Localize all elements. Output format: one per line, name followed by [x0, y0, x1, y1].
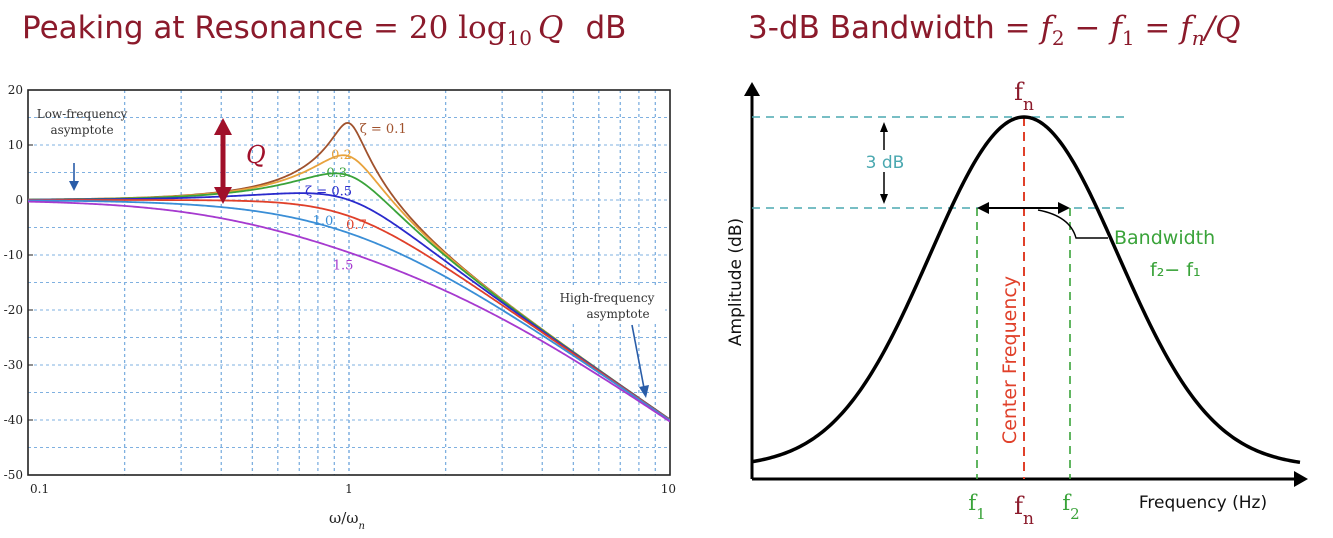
- bode-series-label: 0.3: [326, 166, 347, 181]
- bode-series-label: ζ = 0.1: [360, 122, 407, 137]
- bode-y-tick-label: -50: [4, 468, 23, 482]
- bode-y-tick-label: 0: [15, 193, 23, 207]
- low-freq-arrow-head: [69, 181, 79, 191]
- bandwidth-leader: [1037, 209, 1108, 239]
- bode-y-tick-label: 20: [8, 83, 23, 97]
- bode-series-line: [28, 192, 670, 421]
- bode-magnitude-chart: 20 10 0 -10 -20 -30 -40 -50 0.1 1 10 ω/ωn ζ = 0.1 0.2…: [4, 83, 676, 532]
- left-heading-text: Peaking at Resonance: [22, 10, 364, 46]
- bode-series-label: 0.2: [331, 148, 352, 163]
- bode-x-tick-label: 10: [661, 482, 676, 496]
- left-heading-var: Q: [538, 10, 564, 46]
- right-heading-eq1: =: [994, 10, 1041, 46]
- fn-top-label: fn: [1014, 78, 1034, 115]
- three-db-label-bg: [858, 150, 912, 172]
- bandwidth-arrow-left: [977, 202, 989, 214]
- bode-curves: [28, 121, 670, 423]
- right-heading-slash-q: /Q: [1204, 10, 1241, 46]
- bode-frame: [27, 89, 671, 476]
- f1-tick-label: f1: [968, 491, 985, 523]
- bode-y-tick-label: -20: [4, 303, 23, 317]
- bw-y-axis-arrow: [744, 82, 760, 96]
- bode-x-tick-label: 0.1: [30, 482, 49, 496]
- right-heading-text: 3-dB Bandwidth: [748, 10, 995, 46]
- bode-series-line: [28, 199, 670, 422]
- right-heading: 3-dB Bandwidth = f2 − f1 = fn/Q: [748, 4, 1240, 52]
- right-heading-f1-sub: 1: [1121, 26, 1135, 51]
- right-heading-fn: f: [1180, 10, 1192, 46]
- bode-series-label: ζ = 0.5: [305, 185, 352, 200]
- q-arrow-head-down: [214, 187, 232, 204]
- response-curve: [751, 115, 1301, 465]
- left-heading-coef: 20 log: [408, 10, 507, 46]
- bw-x-axis-arrow: [1294, 471, 1308, 487]
- high-freq-arrow-head: [639, 385, 649, 398]
- bw-x-axis-label: Frequency (Hz): [1139, 493, 1267, 513]
- right-heading-eq2: =: [1134, 10, 1181, 46]
- q-label: Q: [246, 141, 266, 169]
- bode-grid: [28, 90, 670, 475]
- bode-y-tick-label: -30: [4, 358, 23, 372]
- three-db-arrow-head-up: [880, 122, 888, 132]
- bandwidth-arrow-right: [1058, 202, 1070, 214]
- high-freq-arrow-shaft: [631, 324, 645, 389]
- left-heading-base: 10: [506, 26, 533, 51]
- three-db-arrow-head-down: [880, 194, 888, 204]
- left-heading-unit: dB: [585, 10, 627, 46]
- right-heading-f2-sub: 2: [1051, 26, 1065, 51]
- bode-y-tick-label: -40: [4, 413, 23, 427]
- fn-tick-label: fn: [1014, 492, 1034, 529]
- bode-series-label: 1.0: [313, 214, 334, 229]
- high-freq-label-bg: [548, 288, 665, 323]
- bode-series-line: [28, 199, 670, 421]
- right-heading-minus: −: [1064, 10, 1111, 46]
- bode-x-axis-label: ω/ωn: [329, 509, 365, 532]
- bode-x-tick-label: 1: [345, 482, 353, 496]
- q-arrow-head-up: [214, 118, 232, 135]
- left-heading-eq: =: [363, 10, 409, 46]
- low-freq-label-line1: Low-frequency: [37, 107, 128, 121]
- bode-y-tick-label: -10: [4, 248, 23, 262]
- right-heading-fn-sub: n: [1191, 26, 1205, 51]
- f2-tick-label: f2: [1062, 491, 1079, 523]
- bode-series-label: 0.7: [346, 218, 367, 233]
- bandwidth-label: Bandwidth: [1114, 227, 1215, 249]
- bw-y-axis-label: Amplitude (dB): [726, 218, 746, 346]
- right-heading-f2: f: [1040, 10, 1052, 46]
- low-freq-label-line2: asymptote: [50, 123, 113, 137]
- bode-series-label: 1.5: [333, 258, 354, 273]
- high-freq-label-line1: High-frequency: [560, 291, 655, 305]
- bode-y-tick-label: 10: [8, 138, 23, 152]
- three-db-label: 3 dB: [866, 153, 905, 173]
- center-frequency-label: Center Frequency: [999, 276, 1021, 444]
- high-freq-label-line2: asymptote: [586, 307, 649, 321]
- right-heading-f1: f: [1110, 10, 1122, 46]
- bandwidth-formula: f₂− f₁: [1150, 259, 1201, 281]
- bode-series-line: [28, 200, 670, 423]
